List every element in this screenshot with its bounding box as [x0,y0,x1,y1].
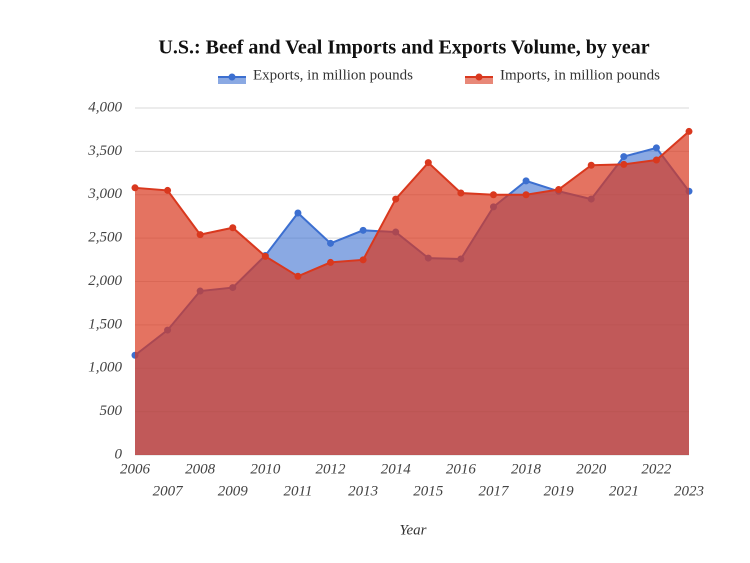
point [424,159,432,167]
point [555,186,563,194]
x-tick-label: 2015 [413,483,444,499]
x-tick-label: 2013 [348,483,378,499]
point [327,239,335,247]
point [392,195,400,203]
x-tick-label: 2008 [185,461,216,477]
line [134,130,690,278]
x-axis-label: Year [400,522,427,538]
point [620,153,628,161]
x-tick-label: 2021 [609,483,639,499]
x-tick-label: 2018 [511,461,542,477]
legend-label: Exports, in million pounds [253,67,413,83]
point [294,272,302,280]
point [685,127,693,135]
point [522,177,530,185]
point [327,258,335,266]
legend-dot [228,73,236,81]
point [359,256,367,264]
chart-title: U.S.: Beef and Veal Imports and Exports … [158,37,649,59]
y-tick-label: 500 [100,403,123,419]
point [261,252,269,260]
x-tick-label: 2010 [250,461,281,477]
x-tick-label: 2007 [153,483,185,499]
y-tick-label: 3,500 [87,143,122,159]
point [131,184,139,192]
y-tick-label: 1,000 [88,360,122,376]
point [457,189,465,197]
point [196,231,204,239]
y-tick-label: 2,000 [88,273,122,289]
point [652,144,660,152]
legend-dot [475,73,483,81]
x-tick-label: 2019 [544,483,575,499]
point [489,191,497,199]
point [587,161,595,169]
point [522,191,530,199]
x-tick-label: 2022 [641,461,672,477]
x-tick-label: 2006 [120,461,151,477]
y-tick-label: 2,500 [88,230,122,246]
x-tick-label: 2020 [576,461,607,477]
y-tick-label: 4,000 [88,99,122,115]
y-tick-label: 0 [115,446,123,462]
x-tick-label: 2012 [316,461,347,477]
x-tick-label: 2011 [283,483,312,499]
x-tick-label: 2009 [218,483,249,499]
x-tick-label: 2017 [478,483,510,499]
area [135,131,689,456]
legend-label: Imports, in million pounds [500,67,660,83]
x-tick-label: 2014 [381,461,412,477]
x-tick-label: 2016 [446,461,477,477]
y-tick-label: 1,500 [88,316,122,332]
x-tick-label: 2023 [674,483,704,499]
point [294,209,302,217]
point [359,226,367,234]
y-tick-label: 3,000 [87,186,122,202]
point [229,224,237,232]
point [164,186,172,194]
point [652,156,660,164]
point [620,160,628,168]
